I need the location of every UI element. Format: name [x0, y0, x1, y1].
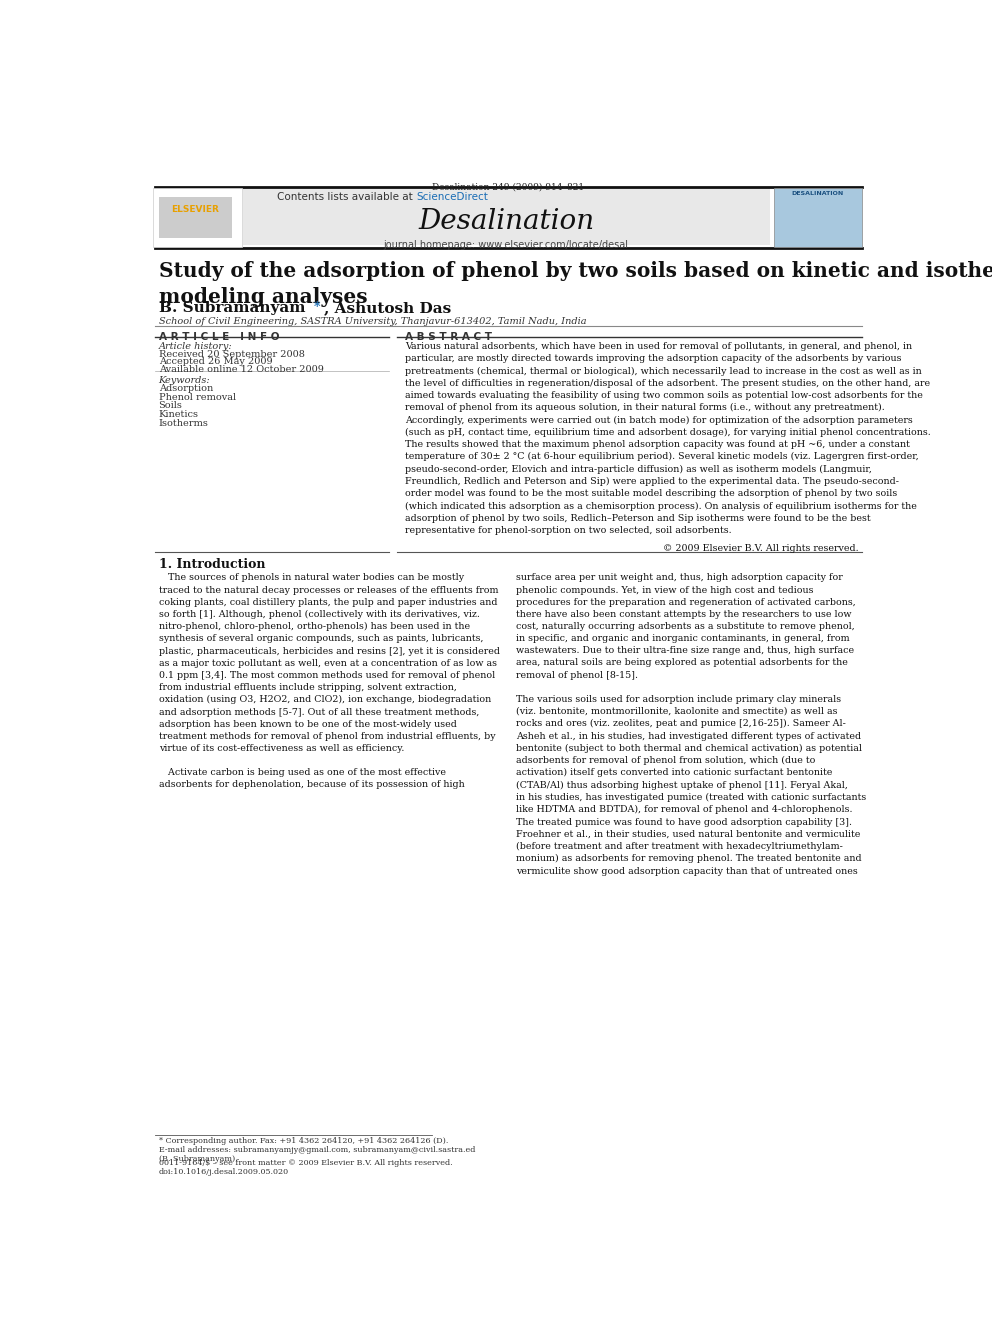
Text: Desalination 249 (2009) 914–821: Desalination 249 (2009) 914–821: [433, 183, 584, 192]
Text: * Corresponding author. Fax: +91 4362 264120, +91 4362 264126 (D).
E-mail addres: * Corresponding author. Fax: +91 4362 26…: [159, 1136, 475, 1163]
FancyBboxPatch shape: [243, 188, 770, 245]
Text: Various natural adsorbents, which have been in used for removal of pollutants, i: Various natural adsorbents, which have b…: [405, 343, 930, 534]
Text: *: *: [313, 302, 320, 315]
Text: Phenol removal: Phenol removal: [159, 393, 236, 402]
Text: The sources of phenols in natural water bodies can be mostly
traced to the natur: The sources of phenols in natural water …: [159, 573, 500, 790]
Text: School of Civil Engineering, SASTRA University, Thanjavur-613402, Tamil Nadu, In: School of Civil Engineering, SASTRA Univ…: [159, 316, 586, 325]
Text: Soils: Soils: [159, 401, 183, 410]
FancyBboxPatch shape: [159, 197, 231, 238]
Text: Isotherms: Isotherms: [159, 418, 208, 427]
Text: Received 20 September 2008: Received 20 September 2008: [159, 351, 305, 360]
Text: Desalination: Desalination: [418, 208, 594, 234]
Text: © 2009 Elsevier B.V. All rights reserved.: © 2009 Elsevier B.V. All rights reserved…: [663, 544, 858, 553]
Text: Accepted 26 May 2009: Accepted 26 May 2009: [159, 357, 272, 366]
Text: Contents lists available at: Contents lists available at: [277, 192, 417, 202]
Text: B. Subramanyam: B. Subramanyam: [159, 302, 310, 315]
Text: , Ashutosh Das: , Ashutosh Das: [323, 302, 451, 315]
Text: ScienceDirect: ScienceDirect: [417, 192, 488, 202]
FancyBboxPatch shape: [774, 188, 862, 247]
Text: Study of the adsorption of phenol by two soils based on kinetic and isotherm
mod: Study of the adsorption of phenol by two…: [159, 261, 992, 307]
Text: Available online 12 October 2009: Available online 12 October 2009: [159, 365, 323, 373]
Text: 0011-9164/$ – see front matter © 2009 Elsevier B.V. All rights reserved.
doi:10.: 0011-9164/$ – see front matter © 2009 El…: [159, 1159, 452, 1176]
Text: 1. Introduction: 1. Introduction: [159, 558, 265, 572]
Text: Article history:: Article history:: [159, 343, 232, 351]
Text: DESALINATION: DESALINATION: [792, 192, 843, 196]
Text: ELSEVIER: ELSEVIER: [171, 205, 218, 213]
Text: A B S T R A C T: A B S T R A C T: [405, 332, 492, 341]
Text: A R T I C L E   I N F O: A R T I C L E I N F O: [159, 332, 279, 341]
FancyBboxPatch shape: [153, 188, 242, 247]
Text: Kinetics: Kinetics: [159, 410, 198, 419]
Text: Keywords:: Keywords:: [159, 376, 210, 385]
Text: surface area per unit weight and, thus, high adsorption capacity for
phenolic co: surface area per unit weight and, thus, …: [516, 573, 866, 876]
Text: journal homepage: www.elsevier.com/locate/desal: journal homepage: www.elsevier.com/locat…: [384, 241, 629, 250]
Text: Adsorption: Adsorption: [159, 384, 213, 393]
